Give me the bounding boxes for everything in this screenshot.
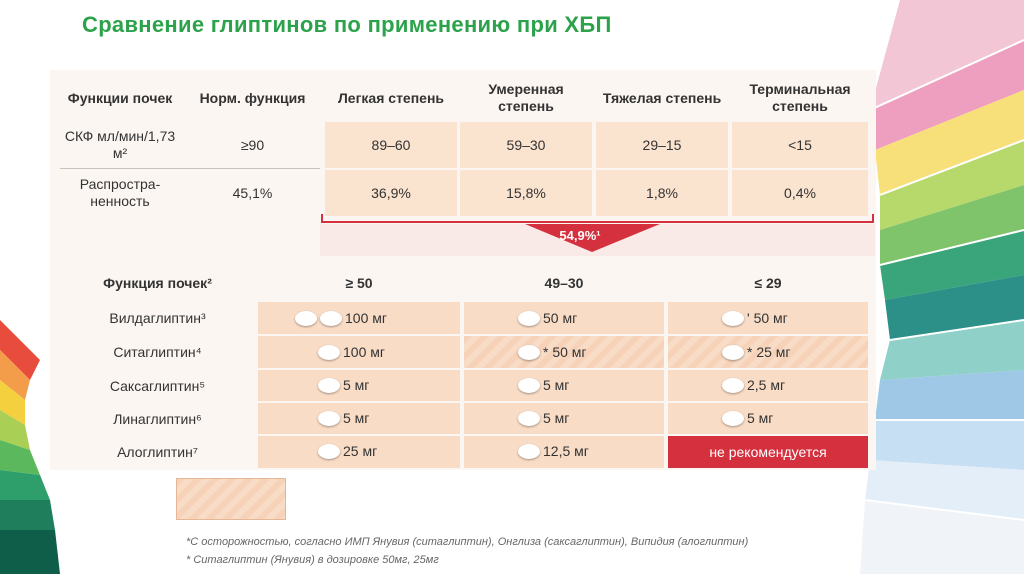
pill-icon <box>295 310 317 326</box>
pill-icon <box>518 310 540 326</box>
prevalence-mild: 36,9% <box>325 170 457 216</box>
bottom-header-le29: ≤ 29 <box>754 274 782 291</box>
top-header-moderate: Умеренная степень <box>488 81 564 114</box>
pill-icon <box>518 410 540 426</box>
dose-value: 25 мг <box>343 443 378 459</box>
gfr-severe: 29–15 <box>596 122 728 168</box>
dose-value: ' 50 мг <box>747 310 788 326</box>
cell-bg <box>668 302 868 334</box>
pill-icon <box>318 344 340 360</box>
drug-linagliptin: Линаглиптин⁶ <box>113 410 202 427</box>
gfr-normal: ≥90 <box>240 136 265 153</box>
dose-cell: 25 мг <box>318 443 377 459</box>
dose-cell: 2,5 мг <box>722 377 785 393</box>
row-divider <box>60 401 868 403</box>
pill-icon <box>318 410 340 426</box>
pill-icon <box>518 344 540 360</box>
dose-value: 50 мг <box>543 310 578 326</box>
dose-cell: 5 мг <box>318 410 369 426</box>
dose-cell: 12,5 мг <box>518 443 589 459</box>
footnote-caution: *С осторожностью, согласно ИМП Янувия (с… <box>186 536 749 548</box>
pill-icon <box>318 443 340 459</box>
top-header-kidney-function: Функции почек <box>67 89 173 106</box>
dose-cell: 100 мг <box>295 310 387 326</box>
dose-cell: * 50 мг <box>518 344 587 360</box>
dose-value: 100 мг <box>345 310 387 326</box>
row-label-gfr: СКФ мл/мин/1,73 м² <box>64 128 176 161</box>
pill-icon <box>518 377 540 393</box>
pill-icon <box>318 377 340 393</box>
dose-value: 5 мг <box>543 377 570 393</box>
drug-vildagliptin: Вилдаглиптин³ <box>109 309 206 326</box>
drug-saxagliptin: Саксаглиптин⁵ <box>109 377 206 394</box>
dose-value: 5 мг <box>543 410 570 426</box>
cell-bg-caution <box>464 336 664 368</box>
pill-icon <box>722 344 744 360</box>
drug-sitagliptin: Ситаглиптин⁴ <box>113 343 202 360</box>
prevalence-normal: 45,1% <box>232 184 273 201</box>
dose-value: 12,5 мг <box>543 443 589 459</box>
bottom-header-kidney-function: Функция почек² <box>103 274 212 291</box>
dose-cell: 5 мг <box>518 377 569 393</box>
dose-cell: 100 мг <box>318 344 385 360</box>
top-header-normal: Норм. функция <box>199 89 306 106</box>
page-title: Сравнение глиптинов по применению при ХБ… <box>82 12 612 37</box>
column-bg-ge50 <box>258 302 460 468</box>
cell-bg <box>464 370 664 468</box>
dose-cell: ' 50 мг <box>722 310 788 326</box>
bottom-header-49-30: 49–30 <box>544 274 584 291</box>
prevalence-severe: 1,8% <box>596 170 728 216</box>
gfr-moderate: 59–30 <box>460 122 592 168</box>
color-swatch-decoration-right <box>860 0 1024 574</box>
top-header-terminal: Терминальная степень <box>749 81 851 114</box>
row-divider <box>60 368 868 370</box>
dose-cell: 5 мг <box>318 377 369 393</box>
dose-value: * 50 мг <box>543 344 587 360</box>
color-swatch-decoration-left <box>0 320 60 574</box>
pill-icon <box>722 310 744 326</box>
prevalence-terminal: 0,4% <box>732 170 868 216</box>
pill-icon <box>518 443 540 459</box>
drug-alogliptin: Алоглиптин⁷ <box>117 443 198 460</box>
dose-cell: 50 мг <box>518 310 577 326</box>
summary-bracket <box>320 214 875 256</box>
dose-value: 5 мг <box>747 410 774 426</box>
top-header-mild: Легкая степень <box>337 89 445 106</box>
dose-cell: 5 мг <box>722 410 773 426</box>
dose-value: 5 мг <box>343 410 370 426</box>
row-divider <box>60 334 868 336</box>
dose-cell: 5 мг <box>518 410 569 426</box>
dose-value: 100 мг <box>343 344 385 360</box>
pill-icon <box>722 377 744 393</box>
prevalence-moderate: 15,8% <box>460 170 592 216</box>
row-label-prevalence: Распростра-ненность <box>79 176 161 209</box>
gfr-mild: 89–60 <box>325 122 457 168</box>
pill-icon <box>722 410 744 426</box>
cell-bg-caution <box>668 336 868 368</box>
row-divider <box>60 168 320 169</box>
dose-value: 2,5 мг <box>747 377 786 393</box>
dose-value: 5 мг <box>343 377 370 393</box>
dose-cell: * 25 мг <box>722 344 791 360</box>
bottom-header-ge50: ≥ 50 <box>345 274 373 291</box>
cell-bg <box>464 302 664 334</box>
pill-icon <box>320 310 342 326</box>
footnote-sitagliptin: * Ситаглиптин (Янувия) в дозировке 50мг,… <box>186 554 439 566</box>
top-header-severe: Тяжелая степень <box>602 89 722 106</box>
row-divider <box>60 434 868 436</box>
not-recommended-badge: не рекомендуется <box>668 436 868 468</box>
summary-percentage: 54,9%¹ <box>559 228 601 243</box>
dose-value: * 25 мг <box>747 344 791 360</box>
gfr-terminal: <15 <box>732 122 868 168</box>
caution-legend-swatch <box>176 478 286 520</box>
